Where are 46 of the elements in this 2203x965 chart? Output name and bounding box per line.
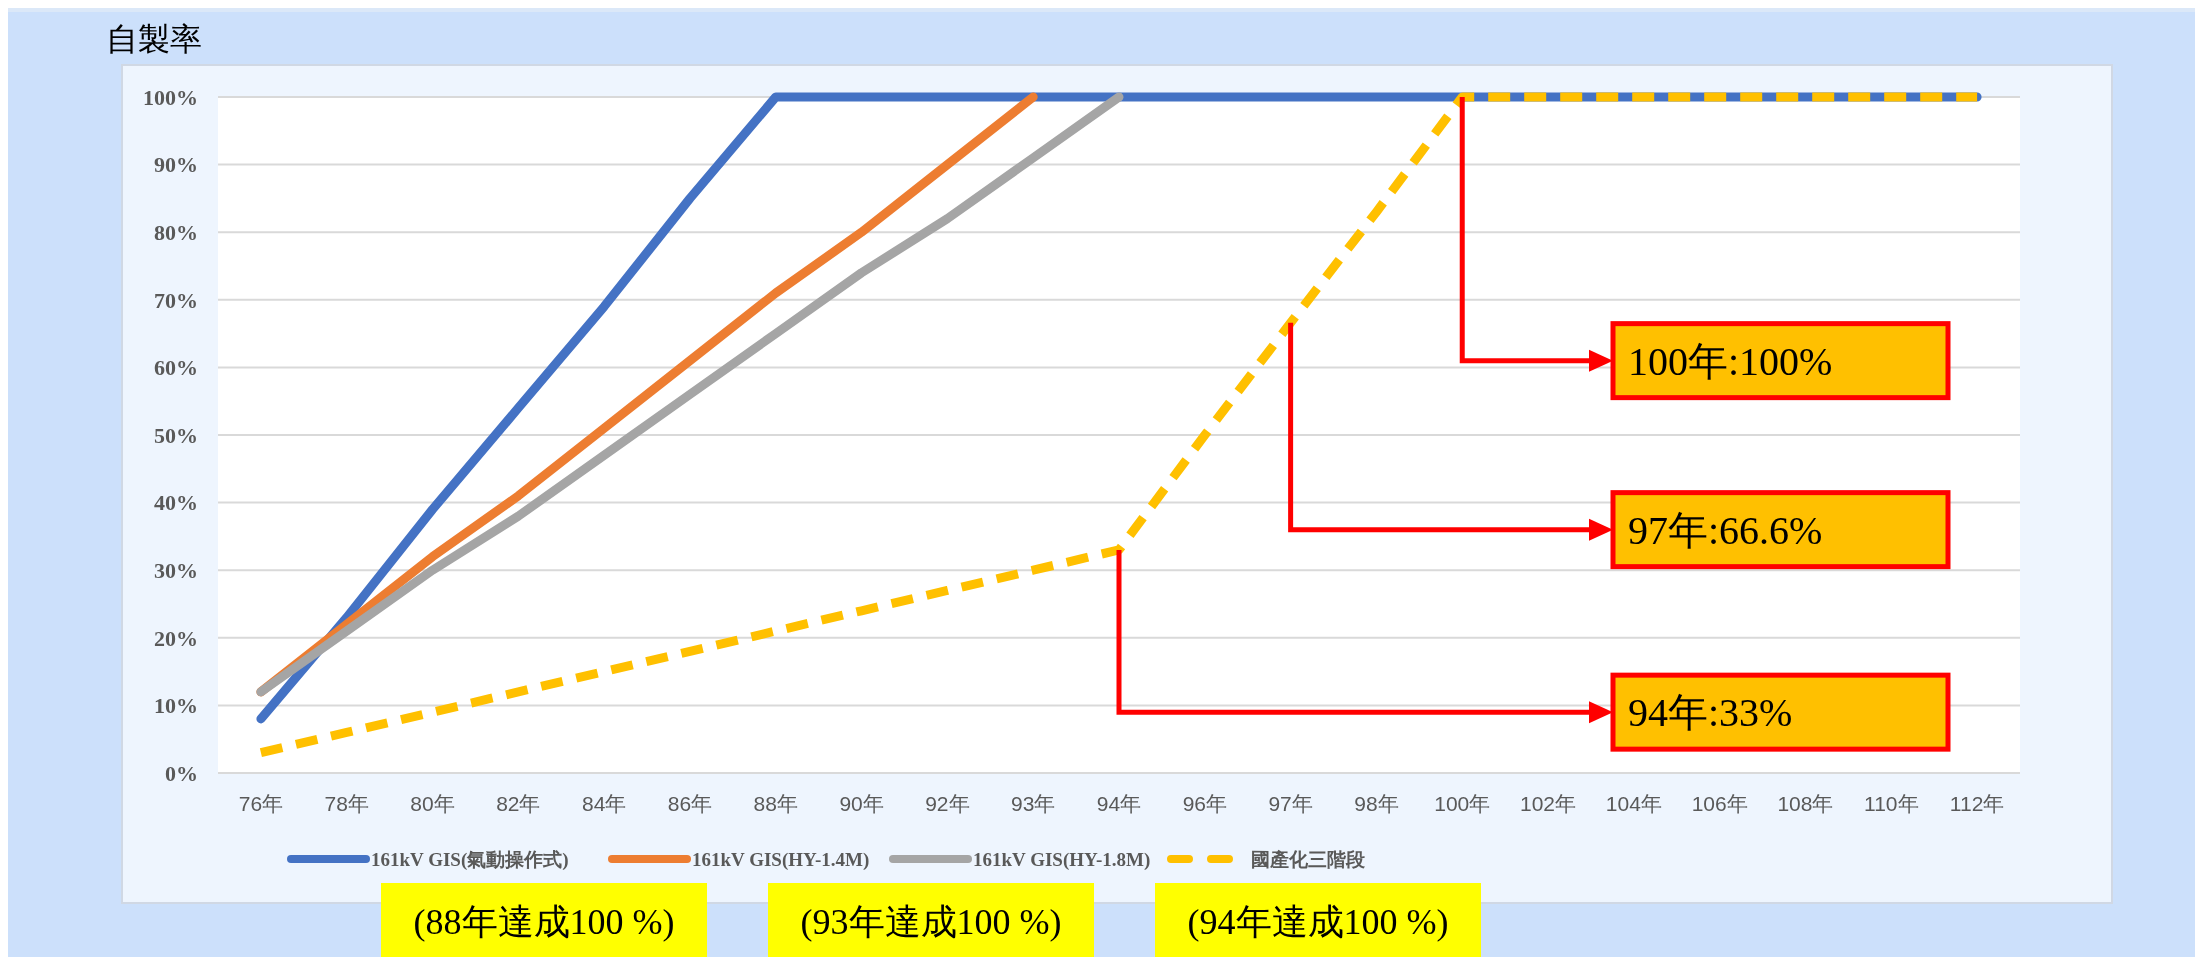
text: (94年達成100 %) bbox=[1187, 901, 1449, 942]
x-tick-label: 98年 bbox=[1354, 792, 1399, 815]
x-tick-label: 90年 bbox=[839, 792, 884, 815]
y-tick-label: 90% bbox=[154, 152, 198, 178]
chart-title: 自製率 bbox=[106, 21, 202, 57]
x-tick-label: 93年 bbox=[1011, 792, 1056, 815]
y-tick-label: 50% bbox=[154, 422, 198, 448]
x-tick-label: 108年 bbox=[1777, 792, 1834, 815]
y-tick-label: 30% bbox=[154, 557, 198, 583]
y-tick-label: 100% bbox=[143, 84, 198, 110]
y-tick-label: 70% bbox=[154, 287, 198, 313]
text: (88年達成100 %) bbox=[413, 901, 675, 942]
y-tick-label: 40% bbox=[154, 490, 198, 516]
x-tick-label: 104年 bbox=[1605, 792, 1662, 815]
x-tick-label: 84年 bbox=[581, 792, 627, 815]
x-tick-label: 112年 bbox=[1949, 792, 2005, 815]
x-tick-label: 102年 bbox=[1520, 792, 1577, 815]
annotation: 94年:33% bbox=[1628, 690, 1793, 736]
x-tick-label: 80年 bbox=[410, 792, 455, 815]
x-tick-label: 94年 bbox=[1096, 792, 1142, 815]
callout-label: 97年:66.6% bbox=[1610, 490, 1951, 570]
x-tick-label: 76年 bbox=[238, 792, 284, 815]
legend-label: 國產化三階段 bbox=[1251, 848, 1366, 870]
callout-label: 94年:33% bbox=[1610, 672, 1951, 752]
legend-label: 161kV GIS(HY-1.4M) bbox=[692, 848, 870, 871]
text: (93年達成100 %) bbox=[800, 901, 1062, 942]
y-tick-label: 0% bbox=[165, 760, 198, 786]
x-tick-label: 110年 bbox=[1864, 792, 1919, 815]
legend-label: 161kV GIS(HY-1.8M) bbox=[973, 848, 1151, 871]
x-tick-label: 88年 bbox=[753, 792, 798, 815]
x-tick-label: 82年 bbox=[496, 792, 541, 815]
x-tick-label: 86年 bbox=[667, 792, 713, 815]
y-tick-label: 10% bbox=[154, 693, 198, 719]
legend-label: 161kV GIS(氣動操作式) bbox=[371, 848, 569, 871]
y-tick-label: 80% bbox=[154, 219, 198, 245]
x-tick-label: 97年 bbox=[1268, 792, 1313, 815]
y-tick-label: 60% bbox=[154, 355, 198, 381]
annotation: 100年:100% bbox=[1628, 338, 1833, 384]
x-tick-label: 100年 bbox=[1434, 792, 1491, 815]
y-tick-label: 20% bbox=[154, 625, 198, 651]
x-tick-label: 92年 bbox=[925, 792, 970, 815]
x-tick-label: 96年 bbox=[1182, 792, 1227, 815]
x-tick-label: 106年 bbox=[1691, 792, 1748, 815]
x-tick-label: 78年 bbox=[324, 792, 369, 815]
callout-label: 100年:100% bbox=[1610, 321, 1951, 401]
annotation: 97年:66.6% bbox=[1628, 507, 1823, 553]
